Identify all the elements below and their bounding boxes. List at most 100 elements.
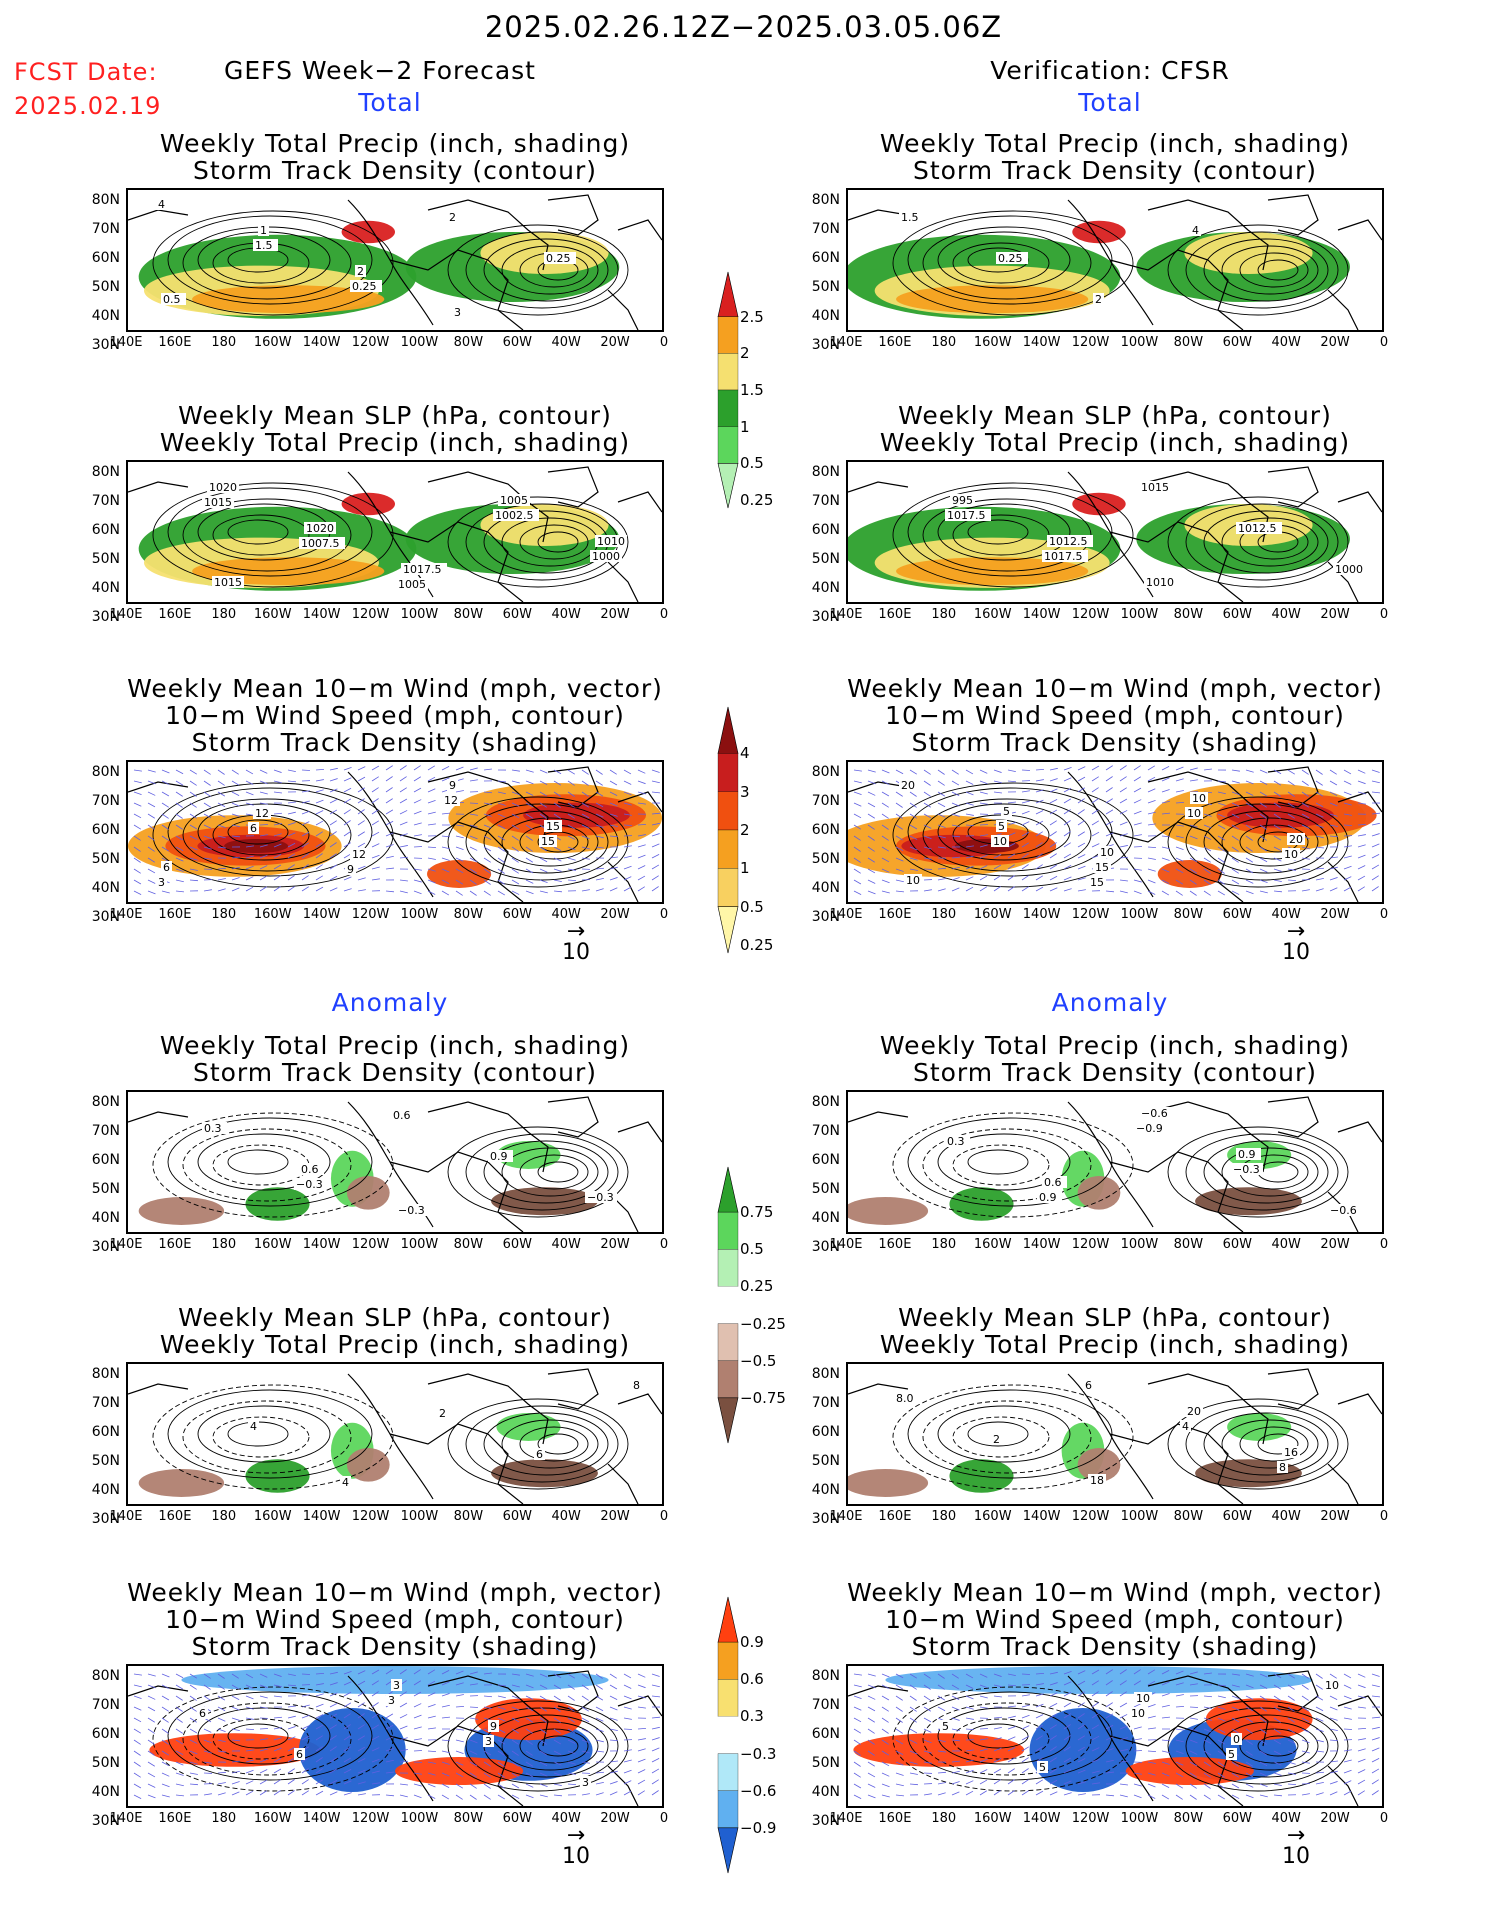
wind-vector — [1161, 777, 1170, 782]
wind-vector — [231, 1781, 240, 1785]
wind-vector — [245, 769, 254, 775]
wind-vector — [1231, 890, 1240, 895]
wind-vector — [1231, 868, 1239, 874]
wind-vector — [1189, 1794, 1197, 1800]
wind-vector — [853, 1761, 861, 1767]
wind-vector — [881, 1717, 889, 1723]
wind-vector — [1161, 1681, 1170, 1686]
contour-line — [1257, 1433, 1299, 1455]
wind-vector — [147, 1761, 155, 1767]
contour-label-bg — [253, 239, 278, 251]
contour-line — [182, 498, 352, 572]
contour-line — [937, 231, 1071, 289]
contour-line — [1185, 1405, 1339, 1483]
wind-vector — [993, 1737, 1002, 1741]
wind-vector — [1217, 1717, 1226, 1722]
wind-vector — [567, 802, 575, 808]
wind-vector — [651, 1768, 660, 1774]
wind-vector — [371, 1691, 379, 1697]
colorbar-label: 0.5 — [740, 454, 764, 473]
wind-vector — [1203, 835, 1212, 840]
wind-vector — [1105, 798, 1113, 804]
wind-vector — [203, 802, 212, 808]
wind-vector — [511, 780, 520, 784]
wind-vector — [1147, 799, 1156, 804]
wind-vector — [1343, 780, 1352, 785]
map-panel-r5: 6 4 8 8.0 2 18 20 16 — [846, 1362, 1384, 1506]
wind-vector — [567, 868, 576, 871]
wind-vector — [189, 835, 198, 840]
contour-label-bg — [350, 848, 368, 860]
wind-vector — [1343, 1769, 1352, 1774]
wind-vector — [483, 1706, 492, 1709]
wind-vector — [287, 769, 296, 772]
wind-vector — [175, 1772, 184, 1776]
wind-vector — [581, 879, 591, 881]
lon-label: 80W — [453, 1237, 484, 1252]
wind-vector — [1133, 1726, 1142, 1730]
wind-vector — [497, 1728, 506, 1734]
wind-vector — [867, 835, 875, 841]
lat-label: 50N — [91, 1181, 120, 1197]
contour-label-bg — [202, 496, 234, 508]
wind-vector — [455, 879, 464, 885]
wind-vector — [441, 1772, 450, 1777]
wind-vector — [1357, 1695, 1366, 1699]
lon-label: 80W — [453, 1509, 484, 1524]
left-total-label: Total — [358, 88, 422, 117]
wind-vector — [1217, 1728, 1226, 1734]
wind-vector — [1329, 1739, 1339, 1742]
wind-vector — [1021, 1779, 1029, 1785]
wind-vector — [245, 791, 254, 796]
wind-vector — [455, 1682, 464, 1686]
contour-label: 1015 — [204, 496, 232, 509]
lon-label: 140W — [302, 1811, 341, 1826]
wind-vector — [651, 864, 660, 870]
wind-vector — [1091, 776, 1099, 782]
wind-vector — [1175, 1794, 1183, 1800]
wind-vector — [581, 846, 590, 850]
wind-vector — [623, 769, 632, 775]
wind-vector — [1343, 769, 1352, 775]
wind-vector — [1063, 777, 1072, 782]
lat-label: 60N — [91, 822, 120, 838]
wind-vector — [315, 1768, 323, 1774]
wind-vector — [245, 1759, 254, 1763]
wind-vector — [637, 824, 647, 826]
wind-vector — [1189, 824, 1198, 828]
wind-vector — [567, 1739, 576, 1744]
wind-vector — [371, 831, 380, 837]
contour-label-bg — [1001, 805, 1012, 817]
wind-vector — [1077, 1680, 1086, 1686]
wind-vector — [175, 1728, 183, 1734]
wind-vector — [853, 857, 861, 863]
wind-vector — [1007, 1790, 1015, 1796]
wind-vector — [937, 769, 945, 775]
contour-label: 10 — [1136, 1692, 1150, 1705]
wind-vector — [1077, 865, 1086, 870]
wind-vector — [511, 1728, 520, 1734]
lon-label: 60W — [1222, 907, 1252, 922]
wind-vector — [483, 879, 491, 885]
wind-vector — [511, 1772, 519, 1778]
wind-vector — [1021, 1725, 1030, 1730]
wind-vector — [1245, 1750, 1253, 1756]
wind-vector — [133, 1750, 141, 1756]
wind-vector — [951, 877, 960, 881]
wind-vector — [357, 820, 365, 826]
contour-label-bg — [1282, 1446, 1300, 1458]
wind-vector — [525, 1728, 533, 1734]
wind-vector — [1147, 846, 1157, 849]
wind-vector — [993, 1716, 1003, 1719]
contour-label: 3 — [393, 1679, 400, 1692]
wind-vector — [1007, 832, 1016, 837]
wind-vector — [567, 835, 576, 840]
contour-label: 1.5 — [255, 239, 273, 252]
contour-label-bg — [447, 211, 458, 223]
wind-vector — [609, 856, 618, 859]
lat-label: 40N — [91, 1482, 120, 1498]
wind-vector — [581, 1739, 590, 1744]
wind-vector — [469, 846, 478, 851]
wind-vector — [1049, 1692, 1058, 1697]
wind-vector — [1259, 890, 1268, 894]
